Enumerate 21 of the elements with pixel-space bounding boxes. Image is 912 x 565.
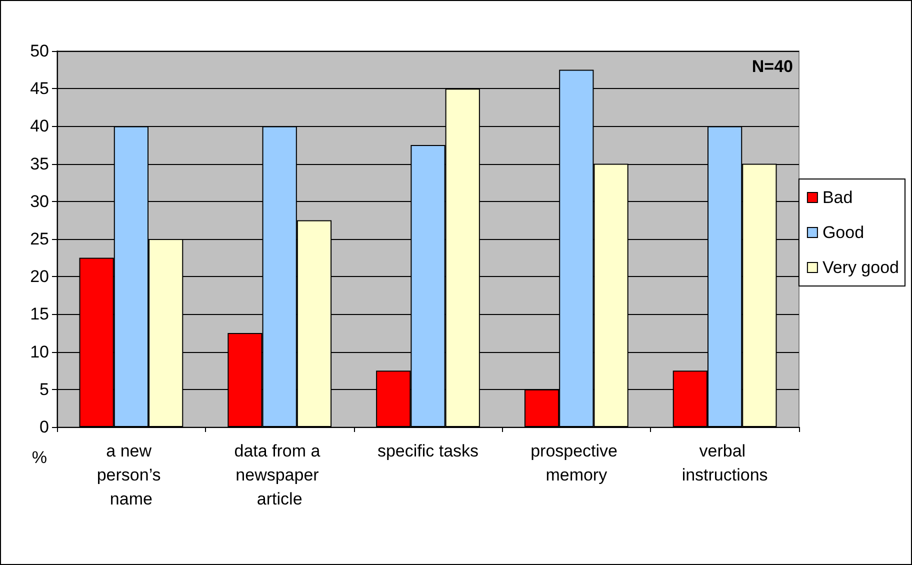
x-tick-label: prospective memory [530,442,622,484]
y-tick-label: 50 [30,42,49,60]
legend-label: Bad [822,188,853,207]
legend-label: Very good [822,258,900,277]
y-tick-label: 20 [30,267,49,286]
y-tick-label: 45 [30,79,49,98]
x-tick-label: specific tasks [377,442,479,460]
annotation: N=40 [752,57,794,76]
y-tick-label: 40 [30,116,49,136]
y-tick-label: 10 [30,342,49,362]
x-tick-label: verbal instructions [682,442,768,484]
legend-label: Good [822,223,864,242]
y-axis-title: % [32,448,47,467]
y-tick-label: 25 [30,230,49,248]
y-tick-label: 0 [40,418,49,436]
x-tick-label: a new person’s name [96,442,166,508]
y-tick-label: 35 [30,154,49,174]
x-tick-label: data from a newspaper article [234,442,325,508]
y-tick-label: 5 [40,380,49,399]
y-tick-label: 15 [30,304,49,324]
y-tick-label: 30 [30,192,49,211]
